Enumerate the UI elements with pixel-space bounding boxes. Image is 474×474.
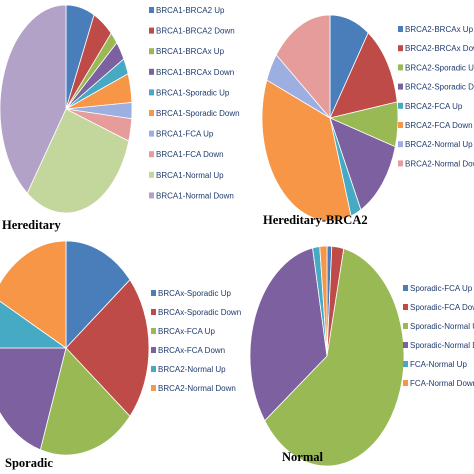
pie-slice-brca2-normal-down bbox=[0, 240, 67, 349]
hereditary-legend: BRCA1-BRCA2 Up BRCA1-BRCA2 Down BRCA1-BRCA… bbox=[149, 6, 240, 200]
legend-swatch-brcax-fca-down bbox=[151, 347, 156, 353]
pie-slice-brcax-sporadic-up bbox=[65, 240, 131, 350]
legend-label-brca1-fca-up: BRCA1-FCA Up bbox=[156, 130, 214, 139]
pie-slice-brca2-normal-down bbox=[275, 14, 331, 120]
legend-swatch-fca-normal-down bbox=[403, 380, 408, 386]
legend-swatch-brcax-sporadic-up bbox=[151, 290, 156, 296]
legend-swatch-brca1-fca-down bbox=[149, 151, 154, 158]
hereditary-title: Hereditary bbox=[2, 218, 62, 232]
legend-label-brca2-sporadic-up: BRCA2-Sporadic Up bbox=[405, 63, 474, 72]
pie-slice-fca-normal-down bbox=[319, 245, 328, 357]
sporadic-title: Sporadic bbox=[5, 456, 53, 470]
legend-label-brca2-normal-up: BRCA2-Normal Up bbox=[158, 365, 226, 374]
legend-label-brca1-brca2-up: BRCA1-BRCA2 Up bbox=[156, 6, 225, 15]
legend-swatch-brca2-sporadic-down bbox=[398, 83, 403, 90]
pie-slice-brcax-fca-down bbox=[0, 347, 67, 451]
pie-slice-brca2-fca-down bbox=[261, 79, 352, 222]
legend-label-sporadic-fca-down: Sporadic-FCA Down bbox=[410, 303, 474, 312]
hereditary-pie bbox=[0, 4, 133, 214]
legend-swatch-sporadic-normal-up bbox=[403, 323, 408, 329]
hereditary-panel: BRCA1-BRCA2 Up BRCA1-BRCA2 Down BRCA1-BRCA… bbox=[0, 4, 240, 232]
legend-swatch-brca1-brcax-up bbox=[149, 48, 154, 55]
sporadic-legend: BRCAx-Sporadic Up BRCAx-Sporadic Down BRCA… bbox=[151, 289, 241, 393]
legend-label-brca1-brca2-down: BRCA1-BRCA2 Down bbox=[156, 27, 235, 36]
legend-swatch-brca2-normal-up bbox=[151, 366, 156, 372]
legend-swatch-brca2-sporadic-up bbox=[398, 64, 403, 71]
legend-swatch-brca1-sporadic-down bbox=[149, 110, 154, 116]
legend-swatch-brcax-sporadic-down bbox=[151, 309, 156, 315]
legend-swatch-sporadic-normal-down bbox=[403, 342, 408, 348]
pie-slice-sporadic-normal-up bbox=[264, 248, 405, 467]
legend-swatch-brca2-normal-up bbox=[398, 141, 403, 148]
legend-swatch-brca1-brca2-down bbox=[149, 27, 154, 34]
pie-slice-sporadic-normal-down bbox=[249, 247, 328, 422]
sporadic-pie bbox=[0, 240, 150, 456]
normal-title: Normal bbox=[282, 450, 323, 464]
legend-label-brca2-normal-down: BRCA2-Normal Down bbox=[158, 384, 236, 393]
legend-label-fca-normal-down: FCA-Normal Down bbox=[410, 379, 474, 388]
pie-slice-brca1-normal-up bbox=[26, 108, 130, 214]
legend-label-brca2-sporadic-down: BRCA2-Sporadic Down bbox=[405, 83, 474, 92]
legend-label-brca2-normal-up: BRCA2-Normal Up bbox=[405, 140, 473, 149]
legend-swatch-brca1-brca2-up bbox=[149, 7, 154, 13]
legend-swatch-sporadic-fca-down bbox=[403, 304, 408, 310]
legend-label-sporadic-normal-down: Sporadic-Normal Down bbox=[410, 341, 474, 350]
legend-label-brca1-normal-up: BRCA1-Normal Up bbox=[156, 171, 224, 180]
legend-label-brca1-brcax-down: BRCA1-BRCAx Down bbox=[156, 68, 234, 77]
pie-slice-brcax-sporadic-down bbox=[65, 279, 150, 417]
legend-label-sporadic-normal-up: Sporadic-Normal Up bbox=[410, 322, 474, 331]
legend-swatch-brca2-fca-up bbox=[398, 102, 403, 109]
legend-label-brca1-fca-down: BRCA1-FCA Down bbox=[156, 150, 224, 159]
pie-slice-brcax-fca-up bbox=[39, 347, 131, 456]
legend-swatch-brca2-fca-down bbox=[398, 122, 403, 128]
hereditary-brca2-pie bbox=[261, 14, 399, 222]
legend-label-brca2-brcax-up: BRCA2-BRCAx Up bbox=[405, 25, 474, 34]
legend-swatch-brca2-brcax-down bbox=[398, 45, 403, 52]
legend-label-fca-normal-up: FCA-Normal Up bbox=[410, 360, 467, 369]
legend-swatch-brcax-fca-up bbox=[151, 328, 156, 334]
pie-slice-brca2-sporadic-down bbox=[329, 117, 396, 211]
pie-slice-brca2-brcax-down bbox=[329, 32, 398, 119]
legend-label-brcax-fca-up: BRCAx-FCA Up bbox=[158, 327, 215, 336]
hereditary-brca2-panel: BRCA2-BRCAx Up BRCA2-BRCAx Down BRCA2-Spor… bbox=[261, 14, 474, 227]
legend-label-brca1-brcax-up: BRCA1-BRCAx Up bbox=[156, 47, 225, 56]
legend-label-brca1-sporadic-down: BRCA1-Sporadic Down bbox=[156, 109, 240, 118]
legend-label-brca1-sporadic-up: BRCA1-Sporadic Up bbox=[156, 88, 230, 97]
legend-label-brca2-normal-down: BRCA2-Normal Down bbox=[405, 159, 474, 168]
legend-label-brca2-fca-up: BRCA2-FCA Up bbox=[405, 102, 463, 111]
normal-panel: Sporadic-FCA Up Sporadic-FCA Down Sporadic… bbox=[249, 245, 474, 467]
hereditary-brca2-legend: BRCA2-BRCAx Up BRCA2-BRCAx Down BRCA2-Spor… bbox=[398, 25, 474, 168]
legend-swatch-brca1-normal-down bbox=[149, 192, 154, 199]
sporadic-panel: BRCAx-Sporadic Up BRCAx-Sporadic Down BRCA… bbox=[0, 240, 241, 470]
legend-swatch-brca2-brcax-up bbox=[398, 26, 403, 32]
normal-pie bbox=[249, 245, 405, 467]
legend-label-brcax-sporadic-down: BRCAx-Sporadic Down bbox=[158, 308, 241, 317]
legend-label-brca2-brcax-down: BRCA2-BRCAx Down bbox=[405, 44, 474, 53]
legend-swatch-brca1-brcax-down bbox=[149, 68, 154, 75]
hereditary-brca2-title: Hereditary-BRCA2 bbox=[263, 213, 368, 227]
normal-legend: Sporadic-FCA Up Sporadic-FCA Down Sporadic… bbox=[403, 284, 474, 388]
legend-swatch-sporadic-fca-up bbox=[403, 285, 408, 291]
legend-swatch-brca2-normal-down bbox=[151, 385, 156, 391]
legend-label-brca1-normal-down: BRCA1-Normal Down bbox=[156, 191, 234, 200]
legend-swatch-brca1-fca-up bbox=[149, 130, 154, 137]
legend-label-sporadic-fca-up: Sporadic-FCA Up bbox=[410, 284, 473, 293]
legend-swatch-brca2-normal-down bbox=[398, 160, 403, 167]
legend-swatch-brca1-sporadic-up bbox=[149, 89, 154, 96]
legend-swatch-fca-normal-up bbox=[403, 361, 408, 367]
legend-label-brcax-sporadic-up: BRCAx-Sporadic Up bbox=[158, 289, 231, 298]
legend-swatch-brca1-normal-up bbox=[149, 171, 154, 178]
pie-slice-brca1-normal-down bbox=[0, 4, 67, 194]
legend-label-brca2-fca-down: BRCA2-FCA Down bbox=[405, 121, 473, 130]
legend-label-brcax-fca-down: BRCAx-FCA Down bbox=[158, 346, 225, 355]
